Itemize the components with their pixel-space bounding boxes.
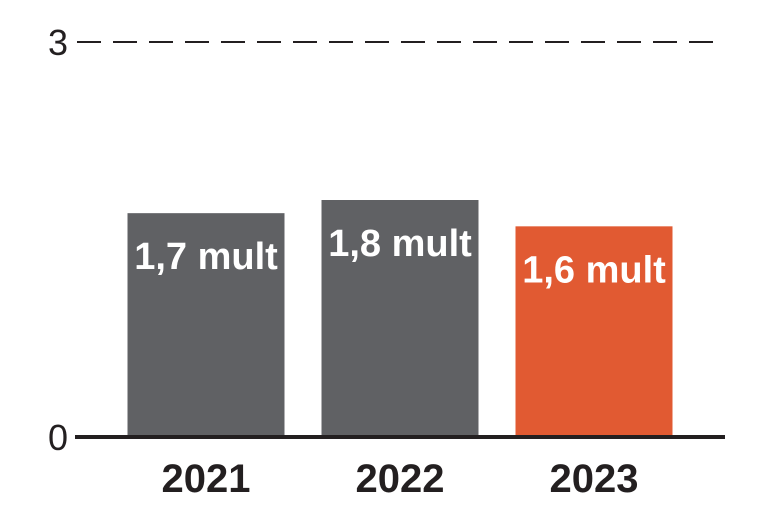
category-label-2022: 2022 (356, 457, 445, 501)
value-label-2021: 1,7 mult (134, 236, 278, 278)
category-label-2021: 2021 (162, 457, 251, 501)
y-tick-label-0: 0 (48, 417, 68, 458)
category-label-2023: 2023 (550, 457, 639, 501)
y-tick-label-3: 3 (48, 22, 68, 63)
bars-layer (127, 200, 673, 437)
value-label-2023: 1,6 mult (522, 249, 666, 291)
bar-2021 (127, 213, 285, 437)
value-label-2022: 1,8 mult (328, 223, 472, 265)
labels-layer: 0 3 1,7 mult 2021 1,8 mult 2022 1,6 mult 2023 (48, 22, 666, 501)
bar-2023 (515, 226, 673, 437)
bar-2022 (321, 200, 479, 437)
